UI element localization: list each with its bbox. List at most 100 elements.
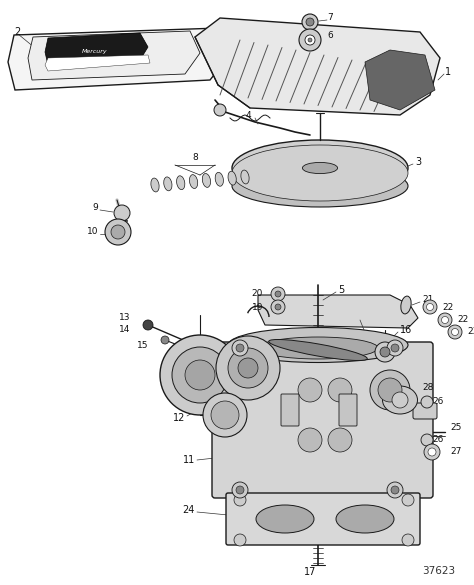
FancyBboxPatch shape: [226, 493, 420, 545]
Circle shape: [271, 300, 285, 314]
Ellipse shape: [151, 178, 159, 192]
Circle shape: [236, 344, 244, 352]
Circle shape: [238, 358, 258, 378]
Text: 25: 25: [450, 424, 461, 432]
Ellipse shape: [383, 386, 418, 414]
Circle shape: [211, 401, 239, 429]
Circle shape: [214, 104, 226, 116]
Text: 37623: 37623: [422, 566, 455, 576]
Circle shape: [185, 360, 215, 390]
Circle shape: [428, 448, 436, 456]
FancyBboxPatch shape: [339, 394, 357, 426]
Text: 19: 19: [252, 302, 263, 311]
Text: 26: 26: [432, 397, 443, 407]
Ellipse shape: [401, 296, 411, 314]
Text: 9: 9: [92, 204, 98, 212]
Ellipse shape: [302, 163, 337, 174]
FancyBboxPatch shape: [281, 394, 299, 426]
FancyBboxPatch shape: [212, 342, 433, 498]
Text: 5: 5: [338, 285, 344, 295]
Circle shape: [402, 494, 414, 506]
Circle shape: [298, 378, 322, 402]
Ellipse shape: [232, 165, 408, 207]
Text: 13: 13: [118, 314, 130, 322]
Text: 21: 21: [422, 295, 433, 305]
Circle shape: [114, 205, 130, 221]
Circle shape: [232, 482, 248, 498]
Circle shape: [161, 336, 169, 344]
Text: 11: 11: [183, 455, 195, 465]
Circle shape: [302, 14, 318, 30]
Circle shape: [427, 304, 434, 311]
Text: 8: 8: [192, 153, 198, 163]
Ellipse shape: [336, 505, 394, 533]
Circle shape: [305, 35, 315, 45]
Ellipse shape: [228, 171, 236, 185]
Ellipse shape: [256, 505, 314, 533]
Polygon shape: [258, 295, 418, 328]
Text: 26: 26: [432, 435, 443, 445]
Text: 4: 4: [245, 111, 251, 119]
Ellipse shape: [190, 175, 198, 188]
Text: 15: 15: [137, 340, 148, 349]
Text: 12: 12: [173, 413, 185, 423]
Ellipse shape: [232, 145, 408, 201]
Ellipse shape: [263, 150, 377, 186]
Ellipse shape: [215, 173, 223, 186]
Text: 6: 6: [327, 32, 333, 40]
Circle shape: [232, 340, 248, 356]
Polygon shape: [45, 33, 148, 65]
Circle shape: [228, 348, 268, 388]
Circle shape: [275, 304, 281, 310]
Circle shape: [328, 378, 352, 402]
Text: 27: 27: [450, 448, 461, 456]
Circle shape: [423, 300, 437, 314]
Ellipse shape: [164, 177, 172, 191]
Circle shape: [216, 336, 280, 400]
Circle shape: [402, 534, 414, 546]
Circle shape: [448, 325, 462, 339]
Ellipse shape: [228, 328, 408, 363]
Text: 1: 1: [445, 67, 451, 77]
Circle shape: [424, 444, 440, 460]
Circle shape: [143, 320, 153, 330]
Text: 23: 23: [467, 328, 474, 336]
Circle shape: [271, 287, 285, 301]
Circle shape: [275, 291, 281, 297]
Polygon shape: [195, 18, 440, 115]
Text: 20: 20: [252, 290, 263, 298]
FancyBboxPatch shape: [413, 403, 437, 419]
Circle shape: [452, 329, 458, 336]
Text: 28: 28: [422, 384, 433, 393]
Polygon shape: [28, 31, 200, 80]
Polygon shape: [365, 50, 435, 110]
Circle shape: [375, 342, 395, 362]
Circle shape: [370, 370, 410, 410]
Text: 2: 2: [14, 27, 20, 37]
Circle shape: [306, 18, 314, 26]
Ellipse shape: [269, 339, 367, 360]
Circle shape: [172, 347, 228, 403]
Text: 7: 7: [327, 13, 333, 22]
Circle shape: [203, 393, 247, 437]
Ellipse shape: [241, 170, 249, 184]
Circle shape: [441, 316, 448, 324]
Circle shape: [421, 396, 433, 408]
Text: 18: 18: [370, 333, 382, 343]
Circle shape: [391, 486, 399, 494]
Text: 16: 16: [400, 325, 412, 335]
Circle shape: [234, 494, 246, 506]
Text: 14: 14: [118, 325, 130, 335]
Circle shape: [421, 434, 433, 446]
Text: 3: 3: [415, 157, 421, 167]
Circle shape: [392, 392, 408, 408]
Circle shape: [299, 29, 321, 51]
Ellipse shape: [232, 140, 408, 196]
Circle shape: [328, 428, 352, 452]
Circle shape: [308, 38, 312, 42]
Circle shape: [391, 344, 399, 352]
Circle shape: [111, 225, 125, 239]
Text: 22: 22: [457, 315, 468, 325]
Circle shape: [387, 482, 403, 498]
Text: 24: 24: [182, 505, 195, 515]
